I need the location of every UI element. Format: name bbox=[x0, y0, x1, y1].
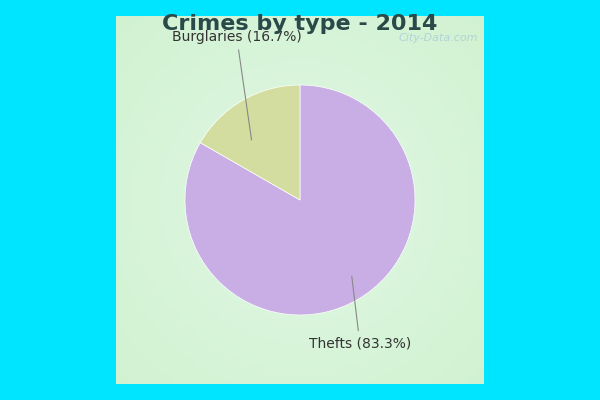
Text: Thefts (83.3%): Thefts (83.3%) bbox=[308, 276, 411, 350]
Text: Burglaries (16.7%): Burglaries (16.7%) bbox=[172, 30, 302, 140]
Text: Crimes by type - 2014: Crimes by type - 2014 bbox=[163, 14, 437, 34]
Wedge shape bbox=[200, 85, 300, 200]
Wedge shape bbox=[185, 85, 415, 315]
Text: City-Data.com: City-Data.com bbox=[399, 33, 478, 43]
